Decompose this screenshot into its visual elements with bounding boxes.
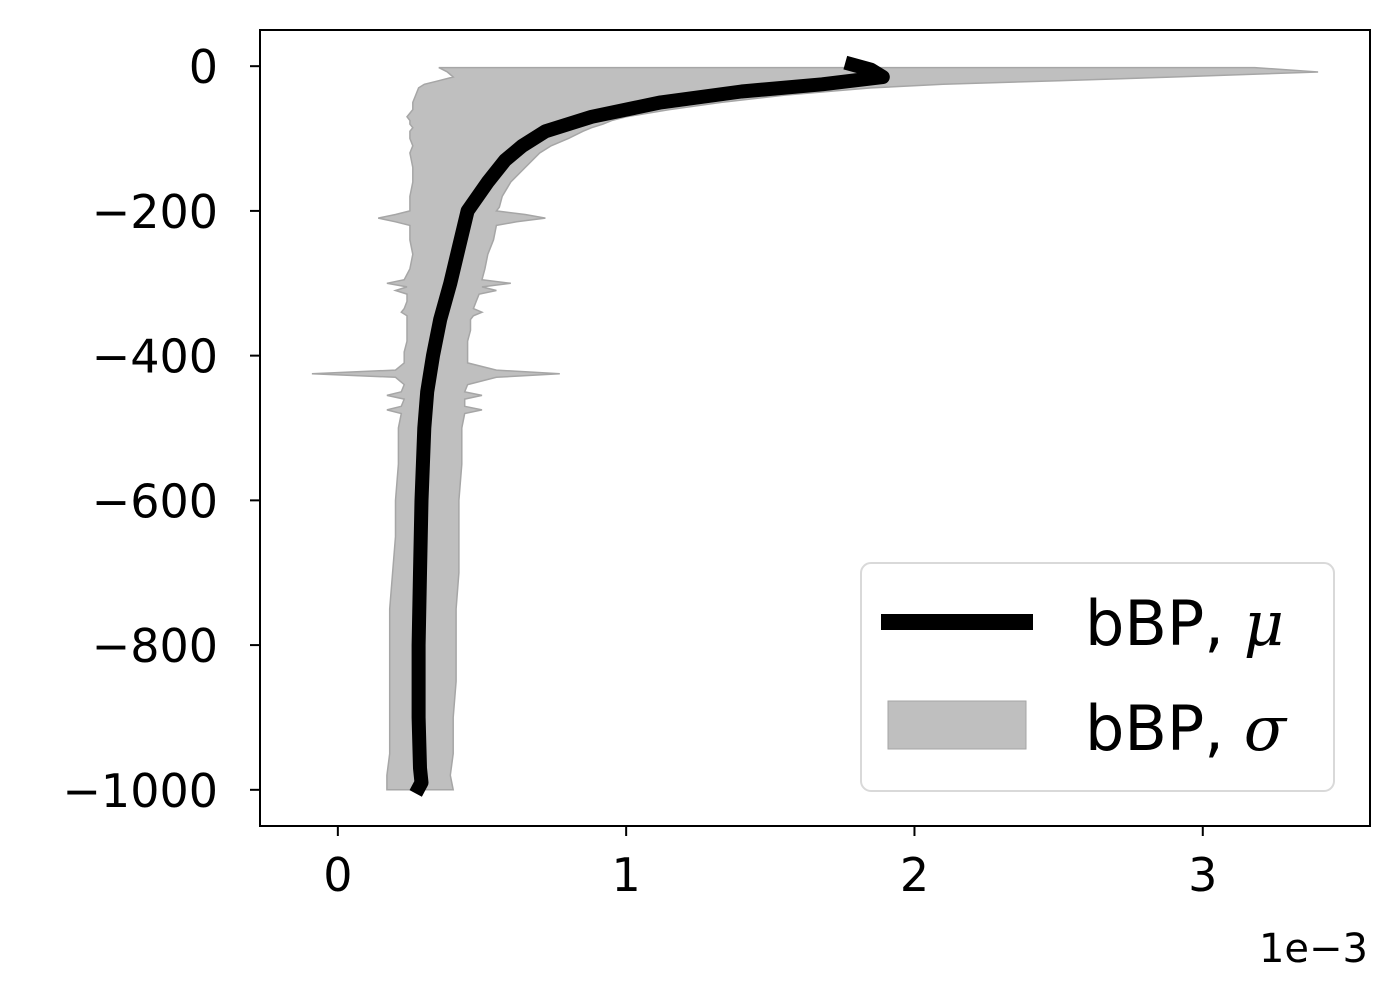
y-tick-label: −800 [92, 619, 218, 673]
legend-label-mean: bBP, μ [1085, 587, 1284, 660]
y-tick-label: −400 [92, 330, 218, 384]
axes-frame [259, 29, 1371, 827]
legend-label-mean-symbol: μ [1244, 587, 1284, 660]
x-tick-label: 2 [900, 848, 929, 902]
legend-label-std: bBP, σ [1085, 692, 1288, 765]
x-tick-label: 3 [1188, 848, 1217, 902]
y-tick-label: −200 [92, 185, 218, 239]
x-tick-label: 0 [323, 848, 352, 902]
legend-swatch-std [887, 700, 1027, 750]
x-tick-label: 1 [612, 848, 641, 902]
y-tick-label: −1000 [62, 764, 218, 818]
series-mean-line [409, 55, 890, 797]
x-axis-offset-label: 1e−3 [1259, 926, 1368, 972]
legend-label-mean-base: bBP, [1085, 587, 1244, 660]
legend-label-std-base: bBP, [1085, 692, 1244, 765]
legend-label-std-symbol: σ [1244, 692, 1288, 765]
y-tick-label: −600 [92, 474, 218, 528]
ticks-layer: 0 1 2 3 0 −200 −400 −600 −800 −1000 [62, 40, 1217, 902]
y-tick-label: 0 [189, 40, 218, 94]
legend: bBP, μ bBP, σ [860, 562, 1335, 792]
plot-layer [311, 55, 1319, 797]
